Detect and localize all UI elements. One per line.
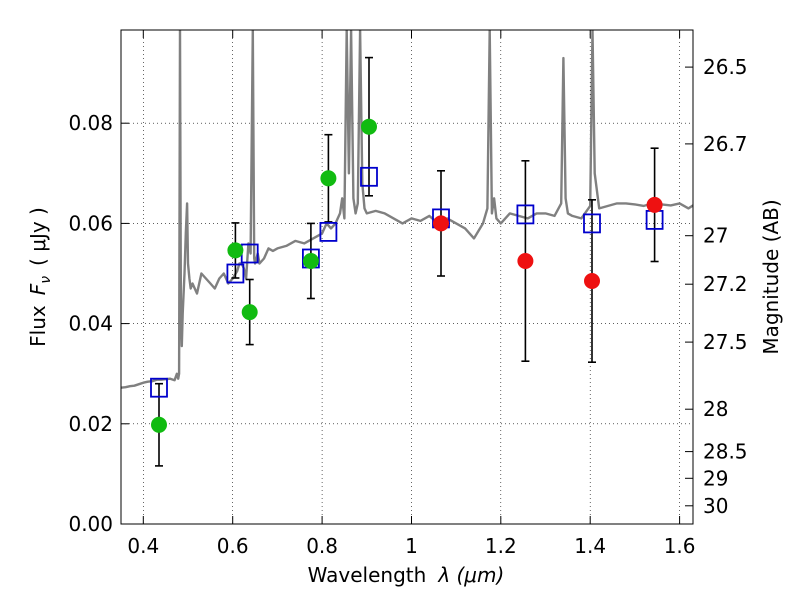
x-axis-label: Wavelength λ (μm) xyxy=(308,563,505,587)
y-tick-label: 0.02 xyxy=(68,412,113,436)
magnitude-tick-label: 26.7 xyxy=(703,132,748,156)
magnitude-tick-label: 29 xyxy=(703,466,728,490)
plot-frame xyxy=(120,29,694,525)
magnitude-tick-label: 28.5 xyxy=(703,440,748,464)
x-tick-label: 1.2 xyxy=(485,534,517,558)
model-photometry-square xyxy=(150,377,168,398)
magnitude-tick-label: 28 xyxy=(703,397,728,421)
model-photometry-square xyxy=(583,213,601,234)
y-axis-label: FluxFν( μJy ) xyxy=(26,207,54,347)
optical-data-point xyxy=(227,242,244,259)
grid xyxy=(121,30,693,525)
model-photometry-square xyxy=(319,221,338,242)
infrared-data-point xyxy=(646,196,663,213)
optical-data-point xyxy=(361,118,377,135)
infrared-data-point xyxy=(584,273,600,289)
y-tick-label: 0.08 xyxy=(68,111,113,135)
magnitude-axis-label: Magnitude (AB) xyxy=(759,199,783,354)
x-tick-label: 0.6 xyxy=(217,534,249,558)
optical-data-point xyxy=(151,416,167,433)
model-photometry-square xyxy=(360,166,378,187)
x-tick-label: 0.8 xyxy=(306,534,338,558)
model-spectrum-line xyxy=(121,30,693,389)
magnitude-tick-label: 26.5 xyxy=(703,55,748,79)
optical-data-point xyxy=(241,304,258,321)
magnitude-tick-label: 30 xyxy=(703,494,728,518)
x-tick-label: 1.6 xyxy=(664,534,696,558)
magnitude-tick-label: 27 xyxy=(703,224,728,248)
magnitude-tick-label: 27.5 xyxy=(703,330,748,354)
x-tick-label: 1.4 xyxy=(574,534,606,558)
infrared-data-point xyxy=(433,215,449,232)
errorbar-layer xyxy=(155,56,659,467)
y-tick-label: 0.04 xyxy=(68,312,113,336)
optical-data-point xyxy=(320,170,337,187)
infrared-data-point xyxy=(517,253,534,269)
x-tick-label: 1 xyxy=(405,534,418,558)
magnitude-tick-label: 27.2 xyxy=(703,272,748,296)
optical-data-point xyxy=(302,253,319,269)
model-photometry-square xyxy=(516,204,535,225)
axis-ticks: 0.4 0.6 0.8 1 1.2 1.4 1.6 0.00 0.02 0.04 0.06 0.08 2… xyxy=(68,30,748,558)
model-spectrum-layer xyxy=(121,30,693,389)
y-tick-label: 0.06 xyxy=(68,211,113,235)
x-tick-label: 0.4 xyxy=(127,534,159,558)
y-tick-label: 0.00 xyxy=(68,512,113,536)
model-photometry-square xyxy=(226,263,245,284)
observed-points-layer xyxy=(151,118,663,433)
